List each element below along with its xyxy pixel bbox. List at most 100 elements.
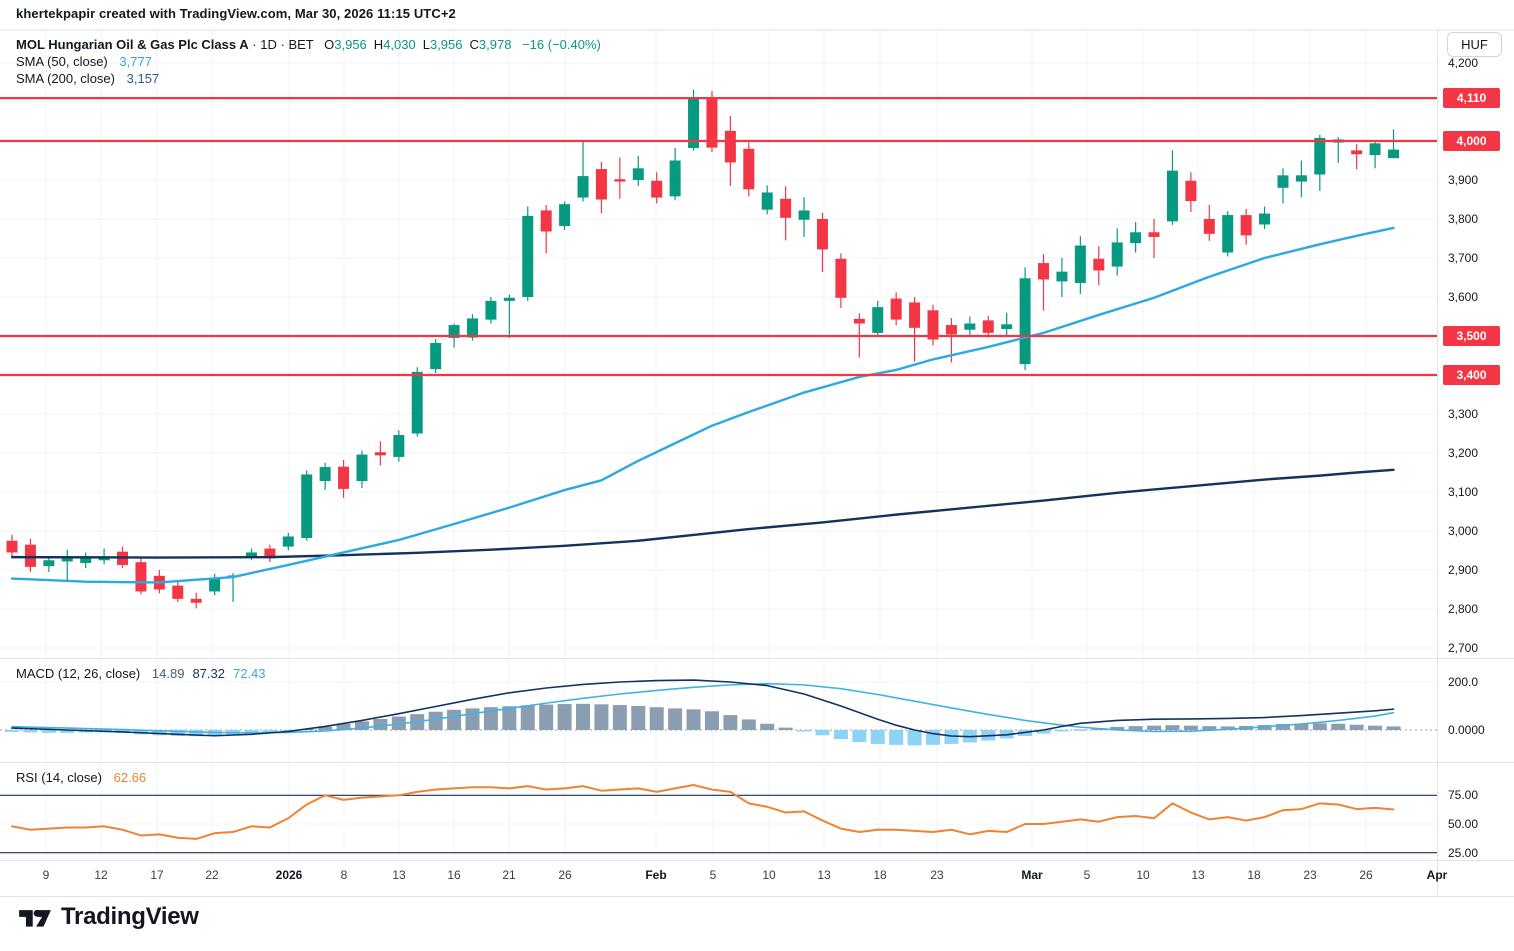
sma200-label: SMA (200, close)	[16, 71, 115, 86]
macd-histogram-bar	[520, 705, 535, 730]
macd-histogram-bar	[189, 730, 204, 737]
macd-values: 14.89 87.32 72.43	[144, 666, 266, 681]
price-axis-tick: 2,800	[1448, 602, 1479, 616]
candle-body	[614, 179, 626, 182]
candle-body	[1074, 245, 1086, 283]
candle-body	[1369, 143, 1381, 156]
candle-body	[338, 466, 350, 489]
ohlc-key: C	[469, 37, 479, 52]
time-axis-tick: 23	[1303, 868, 1317, 882]
time-axis-tick: Apr	[1426, 868, 1448, 882]
candle-body	[1166, 170, 1178, 222]
macd-histogram-bar	[1349, 724, 1364, 730]
candle-body	[816, 219, 828, 250]
candle-body	[245, 552, 257, 557]
candle-body	[356, 454, 368, 482]
currency-toggle-button[interactable]: HUF	[1447, 32, 1502, 57]
macd-histogram-bar	[870, 730, 885, 744]
candle-body	[872, 307, 884, 333]
candle-body	[540, 210, 552, 232]
sma50-value: 3,777	[119, 54, 152, 69]
candle-body	[6, 540, 18, 553]
sma50-row[interactable]: SMA (50, close) 3,777	[16, 53, 601, 70]
time-axis-tick: 16	[447, 868, 461, 882]
candle-body	[80, 557, 92, 563]
candle-body	[1019, 278, 1031, 365]
price-axis-tick: 3,300	[1448, 407, 1479, 421]
candle-body	[264, 548, 276, 559]
macd-histogram-bar	[60, 730, 75, 733]
rsi-axis-tick: 50.00	[1448, 817, 1479, 831]
macd-legend[interactable]: MACD (12, 26, close) 14.89 87.32 72.43	[16, 666, 266, 682]
macd-histogram-bar	[576, 703, 591, 730]
macd-value: 14.89	[151, 666, 185, 681]
macd-histogram-bar	[907, 730, 922, 746]
rsi-legend[interactable]: RSI (14, close) 62.66	[16, 770, 146, 786]
candle-body	[651, 180, 663, 198]
macd-histogram-bar	[170, 730, 185, 736]
macd-histogram-bar	[373, 718, 388, 730]
macd-histogram-bar	[1110, 726, 1125, 730]
macd-axis-tick: 200.0	[1448, 675, 1479, 689]
candle-body	[1056, 271, 1068, 282]
candle-body	[1314, 137, 1326, 175]
candle-body	[172, 585, 184, 599]
candle-body	[853, 318, 865, 324]
macd-histogram-bar	[833, 730, 848, 740]
time-axis-tick: 10	[762, 868, 776, 882]
sma200-value: 3,157	[126, 71, 160, 86]
macd-histogram-bar	[41, 730, 56, 733]
candle-body	[43, 560, 55, 567]
candle-body	[503, 297, 515, 301]
time-axis-tick: 21	[502, 868, 516, 882]
time-axis-tick: Mar	[1021, 868, 1043, 882]
macd-histogram-bar	[649, 707, 664, 730]
macd-histogram-bar	[1147, 725, 1162, 730]
macd-histogram-bar	[336, 723, 351, 730]
rsi-axis-tick: 75.00	[1448, 788, 1479, 803]
macd-histogram-bar	[5, 730, 19, 732]
macd-histogram-bar	[1312, 723, 1327, 730]
macd-histogram-bar	[281, 730, 296, 731]
candle-body	[319, 467, 331, 482]
candle-body	[890, 298, 902, 320]
symbol-title: MOL Hungarian Oil & Gas Plc Class A	[16, 37, 249, 52]
tradingview-logo[interactable]: TradingView	[18, 903, 199, 931]
macd-histogram-bar	[1368, 725, 1383, 730]
candle-body	[430, 343, 442, 370]
candle-body	[945, 325, 957, 335]
time-axis-tick: 13	[1191, 868, 1205, 882]
macd-histogram-bar	[1220, 726, 1235, 730]
ohlc-key: O	[324, 37, 335, 52]
macd-histogram-bar	[1054, 730, 1069, 732]
symbol-sep: ·	[252, 37, 257, 52]
macd-line	[11, 679, 1395, 738]
candle-body	[761, 192, 773, 210]
sma50-label: SMA (50, close)	[16, 54, 108, 69]
candle-body	[982, 320, 994, 333]
time-axis-tick: 5	[1083, 868, 1091, 882]
candle-body	[135, 562, 147, 592]
macd-histogram-bar	[797, 730, 812, 732]
time-axis-tick: 18	[873, 868, 887, 882]
price-axis-tick: 3,900	[1448, 173, 1479, 187]
candle-body	[1111, 242, 1123, 267]
ohlc-value: 4,030	[383, 37, 416, 52]
macd-histogram-bar	[594, 704, 609, 730]
macd-histogram-bar	[760, 723, 775, 730]
credit-line: khertekpapir created with TradingView.co…	[16, 6, 456, 21]
candle-body	[835, 258, 847, 298]
time-axis-tick: 18	[1247, 868, 1261, 882]
symbol-sep2: ·	[280, 37, 285, 52]
symbol-row[interactable]: MOL Hungarian Oil & Gas Plc Class A · 1D…	[16, 36, 601, 53]
time-axis-tick: Feb	[645, 868, 667, 882]
price-axis-tick: 3,000	[1448, 524, 1479, 538]
macd-histogram-bar	[318, 726, 333, 730]
candle-body	[595, 169, 607, 200]
candle-body	[909, 302, 921, 328]
time-axis-tick: 2026	[275, 868, 303, 882]
sma200-row[interactable]: SMA (200, close) 3,157	[16, 70, 601, 87]
candle-body	[24, 544, 36, 567]
